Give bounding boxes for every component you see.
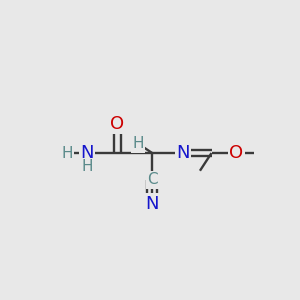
Text: H: H [133,136,144,151]
Text: C: C [147,172,158,188]
Text: N: N [146,195,159,213]
Text: N: N [80,144,94,162]
Text: O: O [229,144,243,162]
Text: H: H [81,159,92,174]
Text: O: O [110,115,124,133]
Text: N: N [176,144,190,162]
Text: H: H [62,146,73,160]
